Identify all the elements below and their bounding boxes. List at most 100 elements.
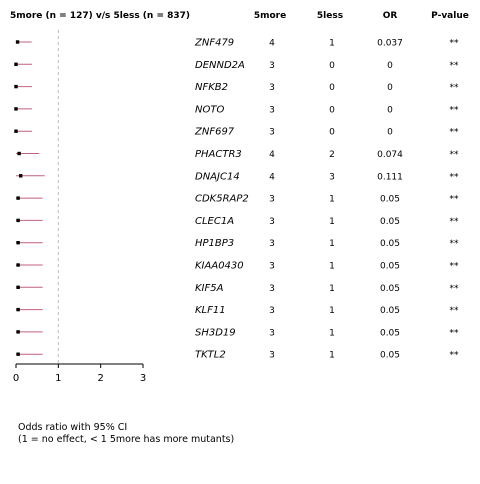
count-5more: 4 (269, 150, 275, 160)
column-header-5more: 5more (254, 11, 286, 21)
point-estimate (16, 307, 20, 312)
p-value-label: ** (450, 105, 460, 115)
count-5less: 0 (329, 83, 335, 93)
p-value-label: ** (450, 239, 460, 249)
x-tick-label: 3 (140, 373, 146, 384)
odds-ratio-value: 0 (387, 83, 393, 93)
x-tick-label: 1 (55, 373, 61, 384)
count-5more: 3 (269, 284, 275, 294)
forest-row: TKTL2 3 1 0.05 ** (16, 350, 459, 361)
point-estimate (16, 330, 20, 334)
gene-label: NFKB2 (195, 82, 228, 93)
forest-row: PHACTR3 4 2 0.074 ** (16, 149, 459, 160)
point-estimate (14, 129, 18, 133)
count-5less: 1 (329, 217, 335, 227)
point-estimate (14, 107, 18, 111)
gene-label: PHACTR3 (195, 149, 242, 160)
gene-label: TKTL2 (195, 350, 226, 361)
p-value-label: ** (450, 351, 460, 361)
forest-row: CDK5RAP2 3 1 0.05 ** (16, 194, 459, 205)
count-5more: 3 (269, 306, 275, 316)
odds-ratio-value: 0.05 (380, 217, 400, 227)
gene-label: DNAJC14 (195, 171, 240, 182)
count-5less: 1 (329, 306, 335, 316)
odds-ratio-value: 0.05 (380, 328, 400, 338)
odds-ratio-value: 0.05 (380, 195, 400, 205)
count-5more: 3 (269, 351, 275, 361)
count-5more: 3 (269, 105, 275, 115)
rows-layer: ZNF479 4 1 0.037 ** DENND2A 3 0 0 ** NFKB2 3 0 0 ** NOT… (14, 38, 459, 361)
point-estimate (16, 196, 20, 200)
forest-row: KIF5A 3 1 0.05 ** (16, 283, 459, 294)
count-5less: 1 (329, 262, 335, 272)
p-value-label: ** (450, 284, 460, 294)
p-value-label: ** (450, 306, 460, 316)
forest-row: HP1BP3 3 1 0.05 ** (16, 238, 459, 249)
point-estimate (15, 40, 20, 44)
gene-label: ZNF479 (194, 38, 234, 49)
gene-label: DENND2A (195, 60, 245, 71)
p-value-label: ** (450, 39, 460, 49)
point-estimate (14, 62, 18, 66)
count-5more: 3 (269, 195, 275, 205)
count-5less: 1 (329, 284, 335, 294)
count-5less: 1 (329, 351, 335, 361)
count-5less: 1 (329, 239, 335, 249)
count-5less: 0 (329, 105, 335, 115)
column-header-or: OR (383, 11, 398, 21)
count-5more: 4 (269, 39, 275, 49)
odds-ratio-value: 0.05 (380, 306, 400, 316)
odds-ratio-value: 0.05 (380, 284, 400, 294)
x-tick-label: 2 (97, 373, 103, 384)
count-5less: 1 (329, 328, 335, 338)
count-5more: 4 (269, 172, 275, 182)
odds-ratio-value: 0.037 (377, 39, 403, 49)
chart-title: 5more (n = 127) v/s 5less (n = 837) (10, 11, 190, 21)
forest-row: CLEC1A 3 1 0.05 ** (16, 216, 459, 227)
count-5more: 3 (269, 128, 275, 138)
forest-row: SH3D19 3 1 0.05 ** (16, 327, 459, 338)
odds-ratio-value: 0 (387, 105, 393, 115)
x-tick-label: 0 (13, 373, 19, 384)
gene-label: HP1BP3 (195, 238, 234, 249)
point-estimate (17, 151, 21, 156)
count-5less: 0 (329, 61, 335, 71)
forest-row: DNAJC14 4 3 0.111 ** (16, 171, 459, 182)
gene-label: KIF5A (195, 283, 224, 294)
odds-ratio-value: 0.05 (380, 262, 400, 272)
p-value-label: ** (450, 61, 460, 71)
count-5more: 3 (269, 217, 275, 227)
caption-line-1: Odds ratio with 95% CI (18, 422, 127, 433)
column-header-5less: 5less (317, 11, 343, 21)
gene-label: CLEC1A (195, 216, 234, 227)
gene-label: SH3D19 (195, 327, 236, 338)
odds-ratio-value: 0.074 (377, 150, 403, 160)
gene-label: KIAA0430 (195, 261, 244, 272)
count-5more: 3 (269, 83, 275, 93)
point-estimate (16, 352, 20, 356)
gene-label: ZNF697 (194, 127, 235, 138)
p-value-label: ** (450, 128, 460, 138)
odds-ratio-value: 0.05 (380, 239, 400, 249)
forest-row: KLF11 3 1 0.05 ** (16, 305, 459, 316)
count-5less: 2 (329, 150, 335, 160)
odds-ratio-value: 0.05 (380, 351, 400, 361)
forest-row: NFKB2 3 0 0 ** (14, 82, 459, 93)
p-value-label: ** (450, 83, 460, 93)
column-header-p-value: P-value (431, 11, 469, 21)
p-value-label: ** (450, 217, 460, 227)
count-5more: 3 (269, 61, 275, 71)
caption-line-2: (1 = no effect, < 1 5more has more mutan… (18, 434, 234, 445)
gene-label: NOTO (195, 104, 224, 115)
count-5less: 3 (329, 172, 335, 182)
point-estimate (16, 285, 20, 289)
count-5more: 3 (269, 262, 275, 272)
gene-label: CDK5RAP2 (195, 194, 249, 205)
count-5less: 1 (329, 39, 335, 49)
x-axis: 0 1 2 3 (13, 363, 146, 384)
gene-label: KLF11 (195, 305, 226, 316)
point-estimate (14, 84, 18, 89)
point-estimate (18, 174, 23, 178)
odds-ratio-value: 0 (387, 128, 393, 138)
